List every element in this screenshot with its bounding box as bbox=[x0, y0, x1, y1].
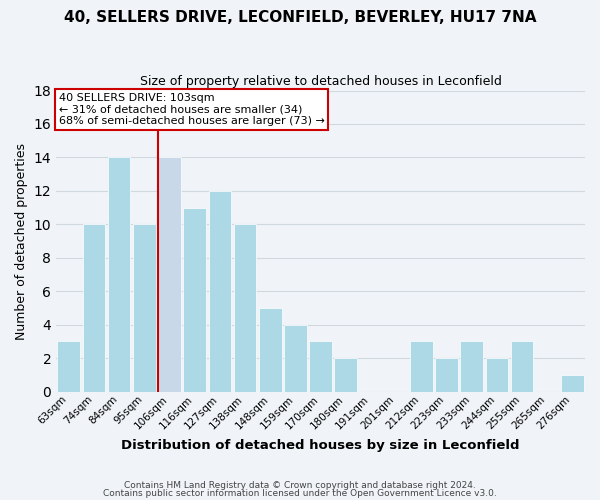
Bar bbox=[410, 342, 433, 392]
Bar bbox=[485, 358, 508, 392]
Bar bbox=[83, 224, 105, 392]
Bar bbox=[511, 342, 533, 392]
Bar bbox=[435, 358, 458, 392]
Y-axis label: Number of detached properties: Number of detached properties bbox=[15, 142, 28, 340]
Bar bbox=[284, 324, 307, 392]
Title: Size of property relative to detached houses in Leconfield: Size of property relative to detached ho… bbox=[140, 75, 502, 88]
Bar bbox=[460, 342, 483, 392]
Bar bbox=[309, 342, 332, 392]
Text: Contains public sector information licensed under the Open Government Licence v3: Contains public sector information licen… bbox=[103, 489, 497, 498]
Text: 40 SELLERS DRIVE: 103sqm
← 31% of detached houses are smaller (34)
68% of semi-d: 40 SELLERS DRIVE: 103sqm ← 31% of detach… bbox=[59, 93, 325, 126]
Bar bbox=[561, 375, 584, 392]
Bar bbox=[158, 158, 181, 392]
Text: Contains HM Land Registry data © Crown copyright and database right 2024.: Contains HM Land Registry data © Crown c… bbox=[124, 480, 476, 490]
Bar bbox=[133, 224, 155, 392]
Text: 40, SELLERS DRIVE, LECONFIELD, BEVERLEY, HU17 7NA: 40, SELLERS DRIVE, LECONFIELD, BEVERLEY,… bbox=[64, 10, 536, 25]
Bar bbox=[58, 342, 80, 392]
Bar bbox=[184, 208, 206, 392]
Bar bbox=[234, 224, 256, 392]
Bar bbox=[108, 158, 130, 392]
Bar bbox=[209, 191, 231, 392]
Bar bbox=[259, 308, 281, 392]
X-axis label: Distribution of detached houses by size in Leconfield: Distribution of detached houses by size … bbox=[121, 440, 520, 452]
Bar bbox=[334, 358, 357, 392]
